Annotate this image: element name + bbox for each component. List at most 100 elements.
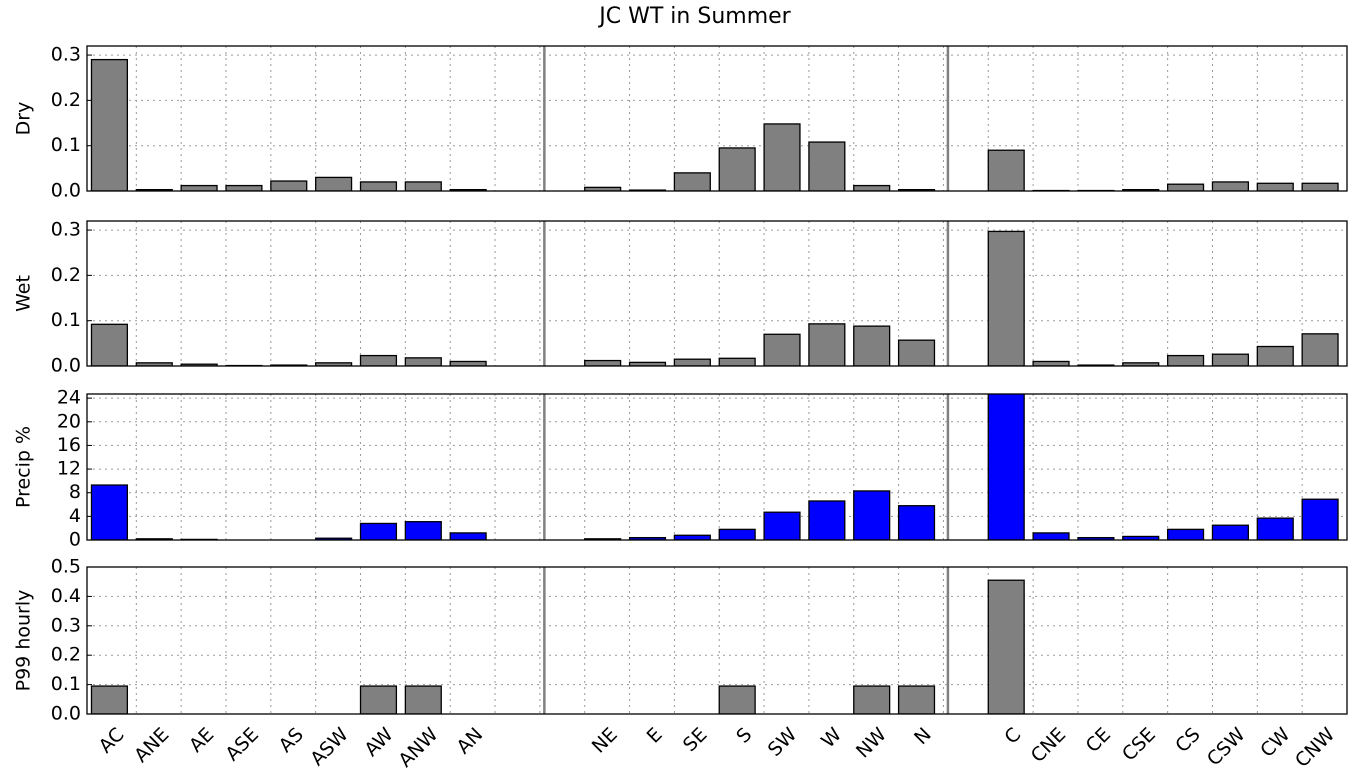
bar: [899, 686, 935, 714]
bar: [226, 186, 262, 191]
bar: [809, 142, 845, 191]
bar: [854, 186, 890, 191]
bars: [91, 374, 1338, 540]
x-tick-label: SE: [679, 724, 712, 757]
plot-frame: [87, 567, 1347, 714]
bar: [316, 177, 352, 191]
y-tick-label: 20: [57, 410, 81, 432]
x-tick-label: CE: [1082, 724, 1115, 757]
bar: [450, 361, 486, 366]
bar: [91, 686, 127, 714]
bar: [674, 173, 710, 191]
bar: [1257, 518, 1293, 540]
bar: [361, 182, 397, 191]
y-tick-label: 8: [69, 481, 81, 503]
x-tick-label: ASE: [221, 724, 263, 766]
y-tick-label: 16: [57, 434, 81, 456]
bar: [719, 529, 755, 540]
bar: [361, 356, 397, 366]
bar: [405, 182, 441, 191]
x-tick-label: CNW: [1291, 723, 1339, 771]
y-axis-label: Dry: [13, 102, 35, 136]
y-tick-label: 0.4: [51, 585, 81, 607]
bar: [988, 231, 1024, 366]
bar: [854, 686, 890, 714]
plot-frame: [87, 394, 1347, 540]
bar: [899, 340, 935, 366]
bar: [1168, 356, 1204, 366]
x-tick-label: CW: [1256, 723, 1294, 761]
y-axis-label: P99 hourly: [13, 590, 35, 692]
y-axis-label: Wet: [13, 275, 35, 312]
bar: [809, 501, 845, 540]
bar: [719, 358, 755, 366]
y-tick-label: 0.0: [51, 355, 81, 377]
bar: [361, 523, 397, 540]
bar: [1257, 347, 1293, 366]
bar: [674, 359, 710, 366]
bar: [674, 535, 710, 540]
bar: [1212, 525, 1248, 540]
y-tick-label: 0.0: [51, 180, 81, 202]
bar: [91, 324, 127, 366]
bar: [1212, 182, 1248, 191]
bar: [854, 491, 890, 540]
y-tick-label: 0.1: [51, 309, 81, 331]
x-tick-label: CSW: [1203, 723, 1250, 770]
bar: [1302, 183, 1338, 191]
bar: [450, 533, 486, 540]
y-tick-label: 0.3: [51, 219, 81, 241]
x-tick-label: NW: [852, 723, 891, 762]
bar: [764, 334, 800, 366]
y-tick-label: 4: [69, 505, 81, 527]
y-tick-label: 0: [69, 529, 81, 551]
x-tick-label: AW: [360, 723, 397, 760]
x-tick-label: N: [910, 724, 936, 750]
bar: [719, 686, 755, 714]
x-tick-label: ANE: [130, 724, 173, 767]
y-tick-label: 0.2: [51, 89, 81, 111]
bar: [405, 522, 441, 540]
y-tick-label: 0.0: [51, 703, 81, 725]
bars: [91, 60, 1338, 191]
bar: [1212, 354, 1248, 366]
bar: [361, 686, 397, 714]
bar: [988, 580, 1024, 714]
x-tick-label: CNE: [1027, 724, 1070, 767]
y-tick-label: 12: [57, 458, 81, 480]
chart-title: JC WT in Summer: [597, 4, 791, 29]
plot-frame: [87, 46, 1347, 191]
bar: [1033, 361, 1069, 366]
bar: [181, 186, 217, 191]
bar: [91, 60, 127, 191]
x-tick-label: SW: [764, 723, 802, 761]
bar: [1168, 529, 1204, 540]
x-tick-label: CSE: [1118, 724, 1160, 766]
bar: [719, 148, 755, 191]
y-tick-label: 0.1: [51, 134, 81, 156]
bar: [405, 686, 441, 714]
bar: [764, 124, 800, 191]
x-tick-label: AE: [185, 724, 218, 757]
plot-frame: [87, 221, 1347, 366]
bar: [764, 512, 800, 540]
y-tick-label: 0.2: [51, 264, 81, 286]
x-tick-label: ANW: [394, 723, 442, 771]
bars: [91, 231, 1338, 366]
bar: [854, 326, 890, 366]
x-tick-label: AC: [95, 724, 129, 758]
x-tick-label: CS: [1171, 724, 1204, 757]
bar: [1033, 533, 1069, 540]
bar: [1257, 183, 1293, 191]
x-tick-label: AN: [452, 724, 487, 759]
bar: [809, 324, 845, 366]
bar: [899, 506, 935, 540]
y-tick-label: 0.3: [51, 614, 81, 636]
x-tick-label: S: [732, 724, 756, 748]
bar: [988, 150, 1024, 191]
x-tick-label: ASW: [306, 723, 353, 770]
y-tick-label: 0.2: [51, 644, 81, 666]
bar: [271, 181, 307, 191]
bar: [91, 485, 127, 540]
